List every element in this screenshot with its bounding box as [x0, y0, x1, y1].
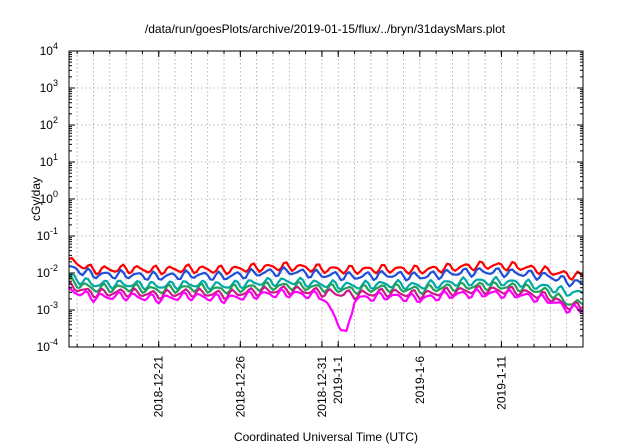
- series-line: [68, 276, 584, 306]
- y-tick-label: 104: [40, 41, 58, 58]
- y-tick-labels: 10-4 10-3 10-2 10-1 100 101 102 103 104: [37, 41, 58, 354]
- y-tick-label: 100: [40, 189, 58, 206]
- y-tick-label: 10-2: [37, 263, 58, 280]
- x-tick-labels: 2018-12-21 2018-12-26 2018-12-31 2019-1-1 20…: [152, 356, 509, 418]
- x-tick-label: 2018-12-31: [315, 356, 329, 418]
- x-tick-label: 2019-1-1: [331, 356, 345, 404]
- chart-title: /data/run/goesPlots/archive/2019-01-15/f…: [145, 22, 506, 36]
- x-tick-label: 2018-12-21: [152, 356, 166, 418]
- series-line: [68, 265, 584, 288]
- y-tick-label: 103: [40, 78, 58, 95]
- series-line: [68, 280, 584, 311]
- y-tick-label: 102: [40, 115, 58, 132]
- x-tick-label: 2019-1-11: [494, 356, 508, 410]
- y-axis-label: cGy/day: [29, 177, 43, 221]
- y-tick-label: 101: [40, 152, 58, 169]
- grid: [69, 51, 583, 347]
- series-line: [68, 286, 584, 333]
- series-line: [68, 256, 584, 281]
- x-axis-label: Coordinated Universal Time (UTC): [234, 430, 418, 444]
- series-group: [68, 256, 584, 333]
- series-line: [68, 273, 584, 297]
- y-tick-label: 10-4: [37, 337, 58, 354]
- x-tick-label: 2018-12-26: [233, 356, 247, 418]
- ticks: [69, 50, 583, 348]
- x-tick-label: 2019-1-6: [413, 356, 427, 404]
- y-tick-label: 10-1: [37, 226, 58, 243]
- y-tick-label: 10-3: [37, 300, 58, 317]
